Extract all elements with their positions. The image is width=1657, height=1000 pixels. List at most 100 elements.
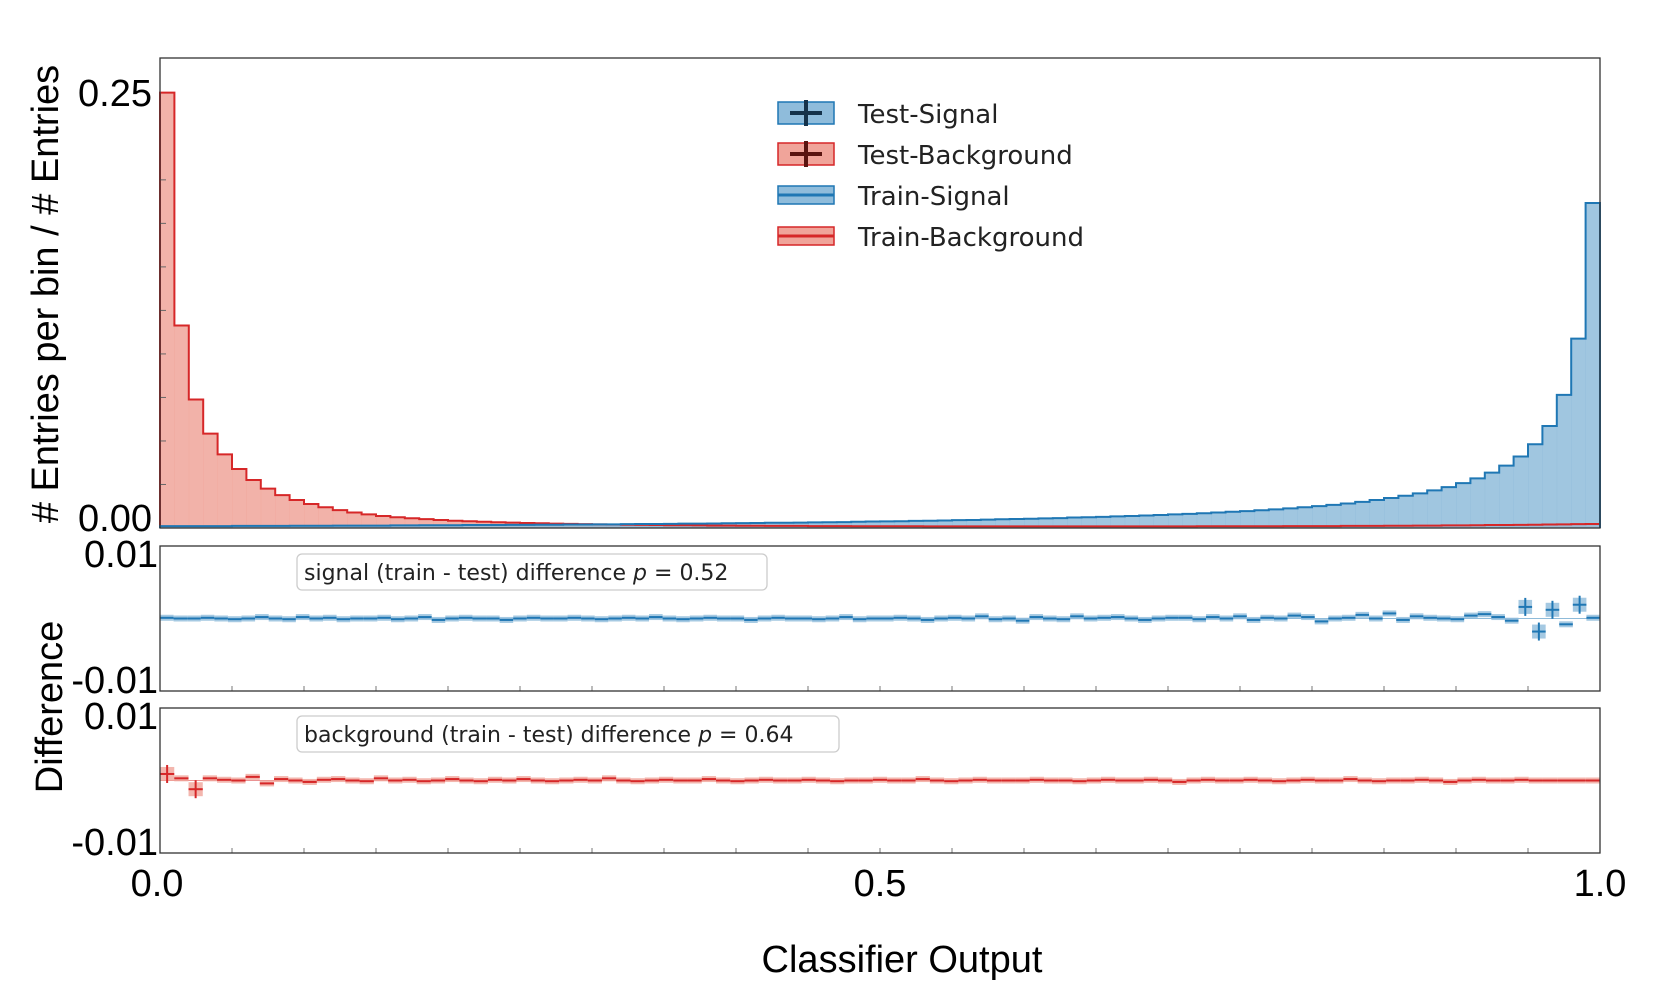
bar-signal (1254, 510, 1270, 528)
bar-signal (1528, 444, 1543, 528)
bar-signal (1196, 513, 1212, 528)
legend-label-test-signal: Test-Signal (857, 100, 998, 130)
bar-signal (1398, 495, 1414, 528)
bar-signal (491, 525, 506, 528)
bar-background (160, 92, 175, 528)
bar-signal (1225, 511, 1241, 528)
bar-signal (966, 519, 982, 528)
bar-signal (1384, 498, 1399, 528)
signal-annotation-text: signal (train - test) difference p = 0.5… (304, 561, 728, 586)
bar-signal (332, 525, 348, 528)
bar-signal (534, 524, 550, 528)
bar-background (275, 495, 290, 528)
background-difference-series (160, 764, 1600, 853)
bar-signal (476, 525, 492, 528)
bar-signal (908, 520, 924, 528)
signal-annotation-frame (296, 553, 768, 591)
bar-signal (433, 525, 449, 528)
bar-signal (275, 525, 290, 528)
bar-signal (1556, 394, 1572, 528)
bar-signal (260, 525, 276, 528)
bar-signal (289, 525, 305, 528)
legend-label-train-signal: Train-Signal (857, 182, 1010, 212)
bar-signal (1110, 516, 1126, 528)
signal-annotation-equals: = (647, 561, 679, 586)
x-axis-label: Classifier Output (762, 939, 1043, 981)
background-annotation-text: background (train - test) difference p =… (304, 723, 793, 748)
main-histogram-panel: 0.25 0.00 # Entries per bin / # Entries … (25, 57, 1601, 540)
bar-signal (1441, 487, 1457, 528)
bar-background (232, 468, 247, 528)
bar-signal (592, 524, 607, 528)
bar-signal (304, 525, 319, 528)
bar-signal (448, 525, 463, 528)
bar-background (260, 488, 276, 528)
signal-y-tick-top: 0.01 (84, 534, 158, 576)
bar-signal (1542, 425, 1558, 528)
bar-background (203, 433, 218, 528)
bar-background (318, 507, 334, 528)
bar-signal (851, 521, 866, 528)
bar-signal (390, 525, 406, 528)
bar-background (390, 517, 406, 528)
signal-annotation-p-symbol: p (632, 561, 647, 586)
bar-background (433, 519, 449, 528)
bar-signal (865, 521, 881, 528)
bar-signal (1470, 478, 1486, 528)
bar-background (404, 518, 420, 528)
legend-entry-train-signal: Train-Signal (777, 182, 1010, 212)
bar-signal (1009, 518, 1025, 528)
bar-signal (505, 524, 521, 528)
bar-background (304, 503, 319, 528)
bar-signal (836, 522, 852, 528)
bar-signal (520, 524, 535, 528)
bar-signal (1484, 472, 1500, 528)
signal-y-tick-bottom: -0.01 (71, 660, 158, 702)
bar-signal (980, 519, 996, 528)
bar-signal (952, 520, 967, 528)
legend-label-train-background: Train-Background (857, 223, 1084, 253)
bar-signal (923, 520, 938, 528)
x-tick-0: 0.0 (131, 863, 184, 905)
bar-signal (232, 525, 247, 528)
bar-signal (1412, 493, 1428, 528)
legend-entry-train-background: Train-Background (777, 223, 1084, 253)
bar-signal (1139, 515, 1154, 528)
bar-signal (1168, 514, 1183, 528)
bar-signal (347, 525, 362, 528)
main-panel-frame (159, 57, 1601, 529)
bar-signal (1182, 513, 1198, 528)
bar-signal (563, 524, 578, 528)
bar-signal (880, 521, 895, 528)
bar-signal (1240, 511, 1255, 528)
bar-signal (1571, 338, 1586, 528)
bar-signal (620, 524, 636, 528)
bar-signal (246, 525, 262, 528)
bar-signal (1456, 483, 1471, 528)
bar-background (347, 512, 362, 528)
signal-annotation-box: signal (train - test) difference p = 0.5… (296, 553, 768, 591)
background-y-tick-bottom: -0.01 (71, 822, 158, 864)
bar-signal (1124, 515, 1140, 528)
x-tick-1: 0.5 (854, 863, 907, 905)
bar-signal (894, 521, 910, 528)
bar-signal (1355, 501, 1370, 528)
bar-signal (1585, 203, 1601, 528)
bar-signal (361, 525, 377, 528)
signal-difference-panel: signal (train - test) difference p = 0.5… (71, 534, 1601, 702)
background-annotation-p-symbol: p (697, 723, 712, 748)
bar-signal (1312, 506, 1327, 528)
bar-signal (376, 525, 391, 528)
bar-signal (1326, 504, 1342, 528)
signal-annotation-prefix: signal (train - test) difference (304, 561, 633, 586)
bar-signal (1297, 507, 1313, 528)
bar-signal (1038, 518, 1054, 528)
background-annotation-frame (296, 715, 840, 753)
bar-background (419, 519, 434, 528)
background-difference-panel: background (train - test) difference p =… (71, 696, 1601, 864)
main-y-tick-top: 0.25 (78, 73, 152, 115)
bar-background (289, 499, 305, 528)
bar-signal (995, 519, 1010, 528)
bar-signal (937, 520, 953, 528)
